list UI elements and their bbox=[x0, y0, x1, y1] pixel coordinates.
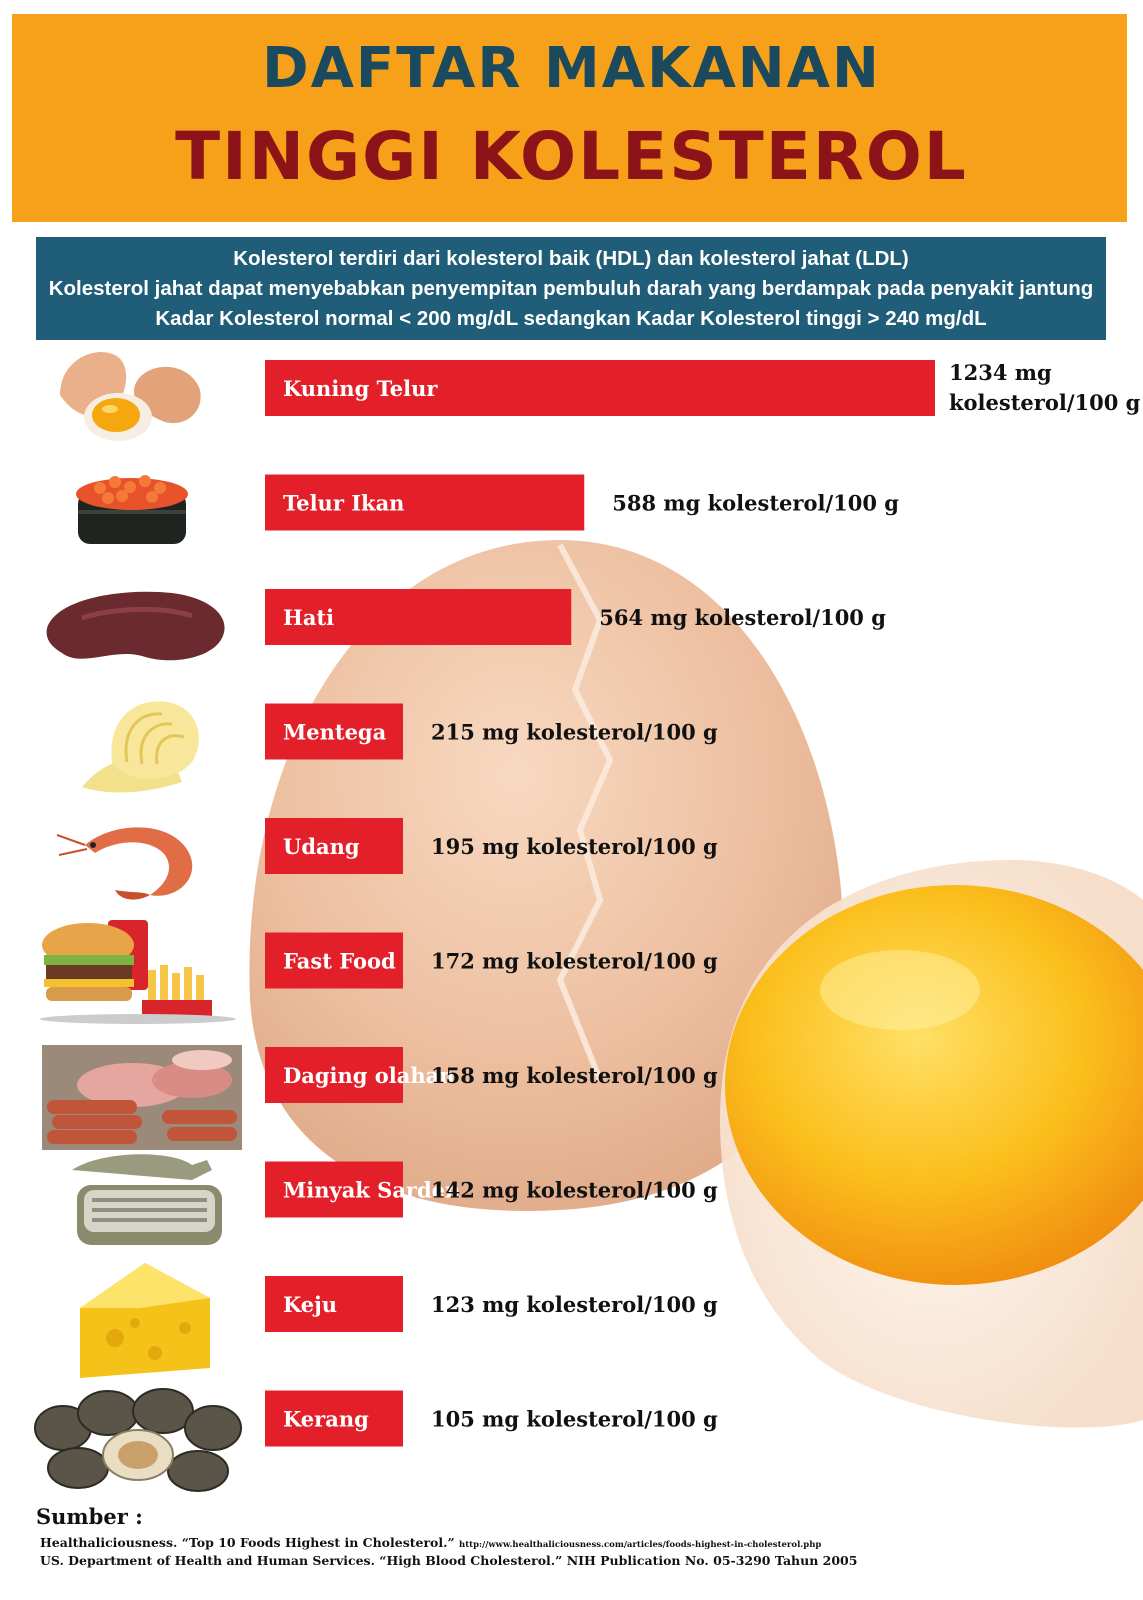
bar-hati bbox=[265, 589, 572, 645]
source-line-1: Healthaliciousness. “Top 10 Foods Highes… bbox=[40, 1535, 821, 1550]
fish-roe-sushi-icon bbox=[76, 475, 188, 544]
bar-category-label: Minyak Sarden bbox=[283, 1178, 460, 1203]
bar-keju bbox=[265, 1276, 403, 1332]
bar-daging-olahan bbox=[265, 1047, 403, 1103]
clam-icon bbox=[34, 1388, 242, 1492]
source-line-2: US. Department of Health and Human Servi… bbox=[40, 1553, 858, 1568]
cheese-icon bbox=[80, 1263, 210, 1378]
bar-category-label: Hati bbox=[283, 605, 334, 630]
source-1-text: Healthaliciousness. “Top 10 Foods Highes… bbox=[40, 1535, 455, 1550]
bar-value-label: 215 mg kolesterol/100 g bbox=[431, 720, 718, 745]
butter-icon bbox=[82, 701, 199, 793]
info-line-1: Kolesterol terdiri dari kolesterol baik … bbox=[233, 246, 909, 270]
bar-value-label: 564 mg kolesterol/100 g bbox=[599, 605, 886, 630]
bar-kerang bbox=[265, 1390, 403, 1447]
title-banner bbox=[12, 14, 1127, 222]
fast-food-icon bbox=[40, 920, 236, 1024]
bar-value-label: 123 mg kolesterol/100 g bbox=[431, 1292, 718, 1317]
bar-category-label: Kuning Telur bbox=[283, 376, 438, 401]
info-box: Kolesterol terdiri dari kolesterol baik … bbox=[36, 237, 1106, 340]
info-line-2: Kolesterol jahat dapat menyebabkan penye… bbox=[48, 276, 1094, 300]
bar-value-label: 588 mg kolesterol/100 g bbox=[612, 491, 899, 516]
sardine-can-icon bbox=[72, 1154, 222, 1245]
bar-category-label: Fast Food bbox=[283, 949, 396, 974]
source-1-url[interactable]: http://www.healthaliciousness.com/articl… bbox=[459, 1540, 822, 1550]
bar-category-label: Mentega bbox=[283, 720, 387, 745]
shrimp-icon bbox=[56, 827, 193, 900]
bar-fast-food bbox=[265, 932, 403, 989]
info-line-3: Kadar Kolesterol normal < 200 mg/dL seda… bbox=[155, 306, 987, 330]
bar-category-label: Telur Ikan bbox=[283, 491, 404, 516]
liver-icon bbox=[46, 591, 225, 661]
bar-category-label: Daging olahan bbox=[283, 1063, 454, 1088]
processed-meat-icon bbox=[42, 1045, 242, 1150]
bar-category-label: Kerang bbox=[283, 1407, 369, 1432]
bar-value-label: 195 mg kolesterol/100 g bbox=[431, 834, 718, 859]
egg-icon bbox=[60, 351, 201, 441]
bar-value-label: 1234 mg kolesterol/100 g bbox=[949, 360, 1141, 415]
bar-telur-ikan bbox=[265, 474, 585, 531]
bar-mentega bbox=[265, 703, 403, 760]
bar-minyak-sarden bbox=[265, 1161, 403, 1218]
bar-udang bbox=[265, 818, 403, 874]
title-line-1: DAFTAR MAKANAN bbox=[262, 36, 881, 101]
bar-value-label: 142 mg kolesterol/100 g bbox=[431, 1178, 718, 1203]
bar-value-label: 172 mg kolesterol/100 g bbox=[431, 949, 718, 974]
bar-category-label: Udang bbox=[283, 834, 360, 859]
bar-category-label: Keju bbox=[283, 1292, 337, 1317]
bar-value-label: 158 mg kolesterol/100 g bbox=[431, 1063, 718, 1088]
title-line-2: TINGGI KOLESTEROL bbox=[175, 118, 968, 195]
sources-heading: Sumber : bbox=[36, 1504, 143, 1529]
bar-value-label: 105 mg kolesterol/100 g bbox=[431, 1407, 718, 1432]
bar-kuning-telur bbox=[265, 360, 935, 416]
